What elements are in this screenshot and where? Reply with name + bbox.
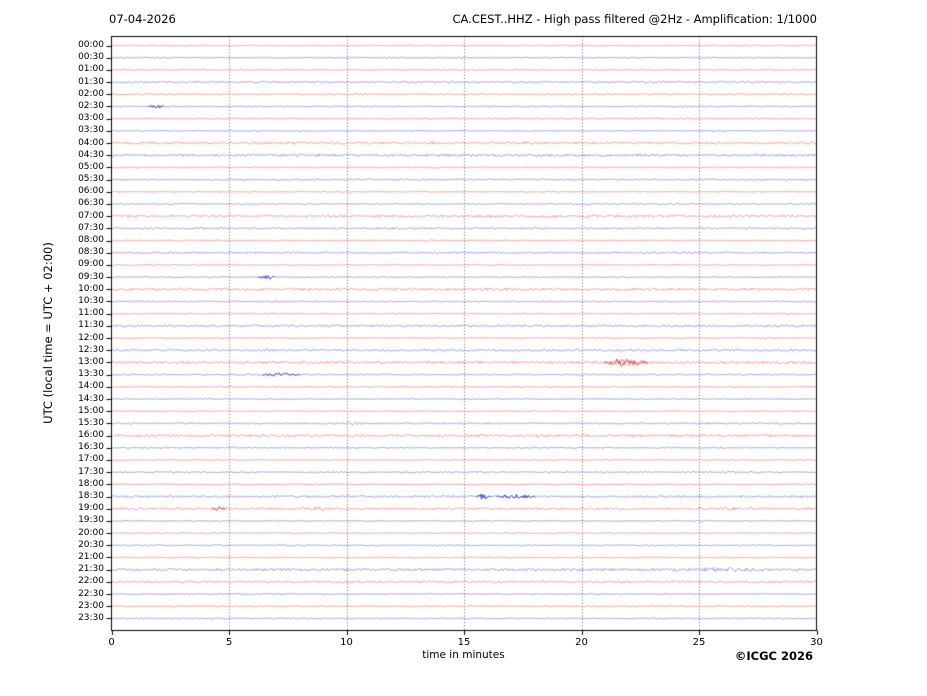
y-tick-label: 15:00 — [78, 405, 104, 416]
plot-title: CA.CEST..HHZ - High pass filtered @2Hz -… — [452, 12, 817, 26]
y-tick-label: 07:00 — [78, 210, 104, 221]
y-tick-label: 02:30 — [78, 100, 104, 111]
y-tick-label: 19:30 — [78, 515, 104, 526]
y-tick-label: 16:30 — [78, 442, 104, 453]
x-tick-label: 30 — [810, 637, 823, 648]
x-tick-label: 25 — [692, 637, 706, 648]
y-tick-label: 21:30 — [78, 564, 104, 575]
y-tick-label: 05:00 — [78, 161, 104, 172]
y-tick-label: 01:30 — [78, 76, 104, 87]
y-tick-label: 01:00 — [78, 64, 104, 75]
x-tick-label: 20 — [575, 637, 588, 648]
y-tick-label: 05:30 — [78, 174, 104, 185]
y-tick-label: 04:30 — [78, 149, 104, 160]
y-tick-label: 10:30 — [78, 295, 104, 306]
x-tick-label: 5 — [225, 637, 233, 648]
y-tick-label: 23:30 — [78, 612, 104, 623]
y-tick-label: 13:30 — [78, 369, 104, 380]
copyright-label: ©ICGC 2026 — [734, 649, 813, 663]
y-tick-label: 12:00 — [78, 332, 104, 343]
y-tick-label: 09:30 — [78, 271, 104, 282]
y-tick-label: 06:30 — [78, 198, 104, 209]
x-axis-label: time in minutes — [422, 649, 505, 661]
y-tick-label: 12:30 — [78, 344, 104, 355]
x-tick-label: 10 — [340, 637, 353, 648]
y-tick-label: 04:00 — [78, 137, 104, 148]
y-tick-label: 18:30 — [78, 491, 104, 502]
y-tick-label: 14:00 — [78, 381, 104, 392]
y-tick-label: 22:00 — [78, 576, 104, 587]
y-tick-label: 00:30 — [78, 52, 104, 63]
x-tick-label: 0 — [108, 637, 115, 648]
y-tick-label: 19:00 — [78, 503, 104, 514]
y-tick-label: 14:30 — [78, 393, 104, 404]
y-tick-label: 11:30 — [78, 320, 104, 331]
x-tick-label: 15 — [457, 637, 471, 648]
y-tick-label: 17:30 — [78, 466, 104, 477]
y-tick-label: 03:30 — [78, 125, 104, 136]
y-tick-label: 02:00 — [78, 88, 104, 99]
y-tick-label: 18:00 — [78, 478, 104, 489]
y-tick-label: 00:00 — [78, 40, 104, 50]
y-tick-label: 11:00 — [78, 308, 104, 319]
y-tick-label: 13:00 — [78, 356, 104, 367]
y-tick-label: 06:00 — [78, 186, 104, 197]
y-tick-label: 08:30 — [78, 247, 104, 258]
y-tick-label: 20:00 — [78, 527, 104, 538]
y-tick-label: 20:30 — [78, 539, 104, 550]
y-tick-label: 16:00 — [78, 430, 104, 441]
y-tick-label: 21:00 — [78, 551, 104, 562]
y-tick-label: 23:00 — [78, 600, 104, 611]
y-tick-label: 03:00 — [78, 113, 104, 124]
plot-date-label: 07-04-2026 — [109, 12, 176, 26]
y-tick-label: 17:00 — [78, 454, 104, 465]
y-tick-label: 08:00 — [78, 235, 104, 246]
y-tick-label: 07:30 — [78, 222, 104, 233]
y-tick-label: 09:00 — [78, 259, 104, 270]
y-tick-label: 15:30 — [78, 417, 104, 428]
y-tick-label: 22:30 — [78, 588, 104, 599]
y-tick-label: 10:00 — [78, 283, 104, 294]
